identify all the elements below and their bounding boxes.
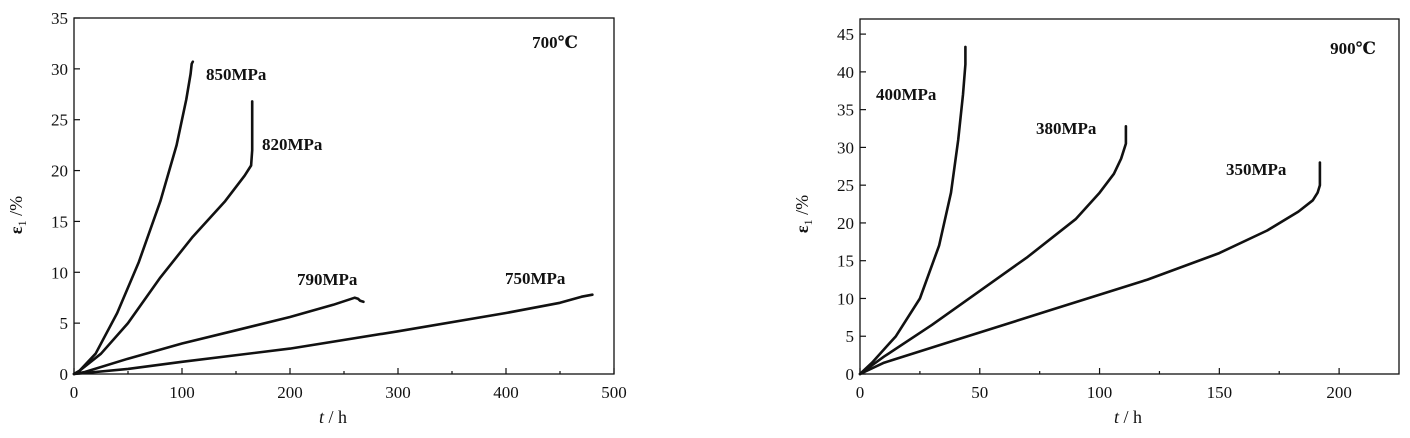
x-tick-label: 300 [385, 383, 411, 402]
x-tick-label: 100 [169, 383, 195, 402]
series-label: 820MPa [262, 135, 323, 154]
x-tick-label: 200 [1326, 383, 1352, 402]
y-tick-label: 30 [51, 60, 68, 79]
plot-frame [73, 17, 615, 375]
x-axis-label-var: t [1114, 407, 1120, 427]
y-tick-label: 35 [51, 9, 68, 28]
y-tick-label: 15 [837, 252, 854, 271]
series-line-820MPa [72, 100, 254, 376]
series-label: 750MPa [505, 269, 566, 288]
temperature-annotation: 700℃ [532, 33, 578, 52]
series-line-350MPa [858, 161, 1322, 376]
series-label: 400MPa [876, 85, 937, 104]
x-axis-label: t / h [319, 407, 347, 427]
chart-panel-2: 0 50 100 150 200 0 5 10 15 20 25 30 35 40 45 t / h ε1 /%… [792, 18, 1400, 427]
y-tick-label: 20 [837, 214, 854, 233]
y-tick-label: 35 [837, 101, 854, 120]
y-axis-label-subscript: 1 [15, 220, 29, 226]
x-axis-label-unit: / h [324, 407, 347, 427]
y-axis-label: ε1 /% [6, 196, 29, 234]
y-tick-label: 5 [846, 327, 855, 346]
x-tick-label: 200 [277, 383, 303, 402]
series-label: 790MPa [297, 270, 358, 289]
y-tick-label: 20 [51, 162, 68, 181]
x-tick-label: 0 [856, 383, 865, 402]
y-axis-label-subscript: 1 [801, 219, 815, 225]
y-axis-label-unit: /% [6, 196, 26, 221]
x-axis-label: t / h [1114, 407, 1142, 427]
series-line-750MPa [72, 293, 594, 376]
y-tick-label: 25 [837, 176, 854, 195]
series-label: 850MPa [206, 65, 267, 84]
x-axis-label-unit: / h [1119, 407, 1142, 427]
x-tick-label: 400 [493, 383, 519, 402]
plot-frame [859, 18, 1400, 375]
series-line-850MPa [72, 60, 195, 376]
series-line-400MPa [858, 45, 967, 376]
y-axis-label-symbol: ε [6, 226, 26, 234]
y-tick-label: 5 [60, 314, 69, 333]
y-axis-label-symbol: ε [792, 225, 812, 233]
x-tick-label: 100 [1087, 383, 1113, 402]
y-tick-label: 0 [60, 365, 69, 384]
y-tick-label: 40 [837, 63, 854, 82]
x-tick-label: 0 [70, 383, 79, 402]
series-label: 380MPa [1036, 119, 1097, 138]
series-line-380MPa [858, 125, 1128, 376]
series-label: 350MPa [1226, 160, 1287, 179]
x-axis-label-var: t [319, 407, 325, 427]
x-tick-label: 150 [1207, 383, 1233, 402]
x-tick-label: 500 [601, 383, 627, 402]
y-tick-label: 10 [51, 263, 68, 282]
y-axis-label-unit: /% [792, 195, 812, 220]
y-tick-label: 15 [51, 212, 68, 231]
y-tick-label: 45 [837, 25, 854, 44]
y-tick-label: 30 [837, 138, 854, 157]
y-tick-label: 25 [51, 111, 68, 130]
series-line-790MPa [72, 296, 365, 376]
temperature-annotation: 900℃ [1330, 39, 1376, 58]
chart-panel-1: 0 100 200 300 400 500 0 5 10 15 20 25 30 35 t / h ε1 /%… [6, 9, 627, 427]
y-axis-label: ε1 /% [792, 195, 815, 233]
y-tick-label: 0 [846, 365, 855, 384]
y-tick-label: 10 [837, 289, 854, 308]
x-tick-label: 50 [971, 383, 988, 402]
